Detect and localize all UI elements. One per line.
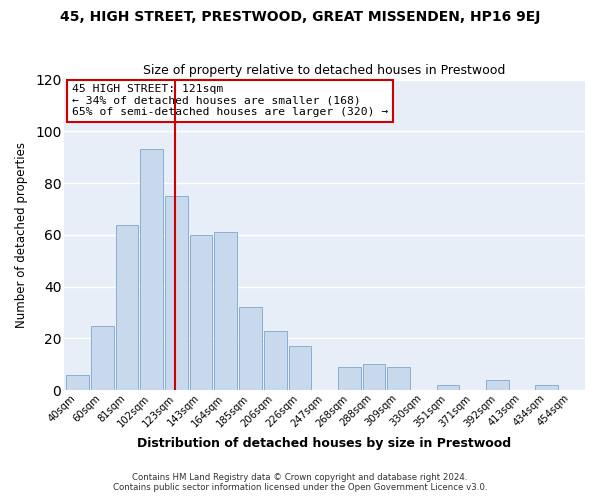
Y-axis label: Number of detached properties: Number of detached properties: [15, 142, 28, 328]
X-axis label: Distribution of detached houses by size in Prestwood: Distribution of detached houses by size …: [137, 437, 512, 450]
Text: Contains HM Land Registry data © Crown copyright and database right 2024.
Contai: Contains HM Land Registry data © Crown c…: [113, 473, 487, 492]
Bar: [338, 367, 361, 390]
Title: Size of property relative to detached houses in Prestwood: Size of property relative to detached ho…: [143, 64, 506, 77]
Bar: [486, 380, 509, 390]
Bar: [140, 150, 163, 390]
Bar: [214, 232, 237, 390]
Bar: [116, 224, 139, 390]
Bar: [289, 346, 311, 391]
Bar: [387, 367, 410, 390]
Bar: [437, 385, 460, 390]
Bar: [535, 385, 558, 390]
Bar: [91, 326, 114, 390]
Text: 45, HIGH STREET, PRESTWOOD, GREAT MISSENDEN, HP16 9EJ: 45, HIGH STREET, PRESTWOOD, GREAT MISSEN…: [60, 10, 540, 24]
Bar: [239, 308, 262, 390]
Bar: [362, 364, 385, 390]
Bar: [264, 330, 287, 390]
Bar: [165, 196, 188, 390]
Bar: [190, 235, 212, 390]
Text: 45 HIGH STREET: 121sqm
← 34% of detached houses are smaller (168)
65% of semi-de: 45 HIGH STREET: 121sqm ← 34% of detached…: [72, 84, 388, 117]
Bar: [67, 374, 89, 390]
